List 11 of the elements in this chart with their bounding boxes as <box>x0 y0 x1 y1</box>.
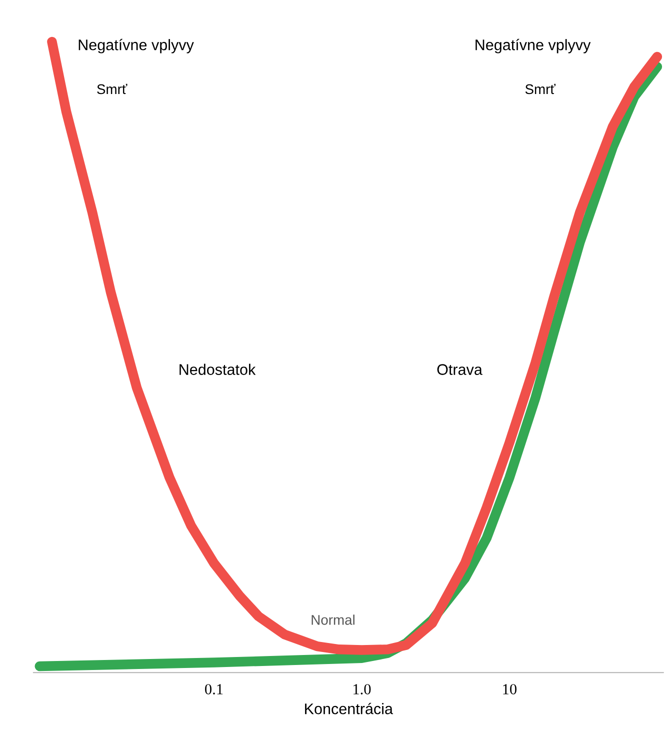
x-tick-label: 0.1 <box>205 684 223 694</box>
annotation: Normal <box>312 614 354 625</box>
annotation: Negatívne vplyvy <box>78 38 194 54</box>
x-tick-label: 1.0 <box>354 684 371 694</box>
x-axis-title: Koncentrácia <box>305 702 393 714</box>
annotation: Negatívne vplyvy <box>476 38 591 54</box>
annotation: Otrava <box>437 364 482 375</box>
x-tick-label: 10 <box>503 684 517 694</box>
annotation: Smrť <box>97 84 128 94</box>
annotation: Smrť <box>525 84 556 94</box>
annotation: Nedostatok <box>180 364 256 375</box>
